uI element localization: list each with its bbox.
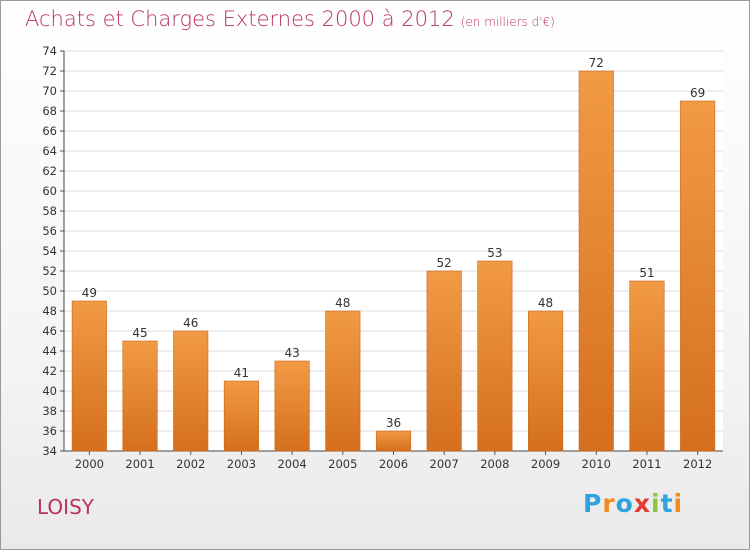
logo-letter: x xyxy=(633,489,651,518)
bar xyxy=(274,360,310,452)
bar-value-label: 48 xyxy=(538,296,553,310)
bar-value-label: 45 xyxy=(132,326,147,340)
y-tick-label: 36 xyxy=(42,424,57,438)
bar-value-label: 49 xyxy=(82,286,97,300)
y-tick-label: 46 xyxy=(42,324,57,338)
logo-letter: P xyxy=(583,489,603,518)
y-tick-label: 44 xyxy=(42,344,57,358)
data-labels: 49 45 46 41 43 48 36 52 53 48 72 51 69 xyxy=(82,56,706,430)
x-tick-label: 2008 xyxy=(480,457,509,471)
x-tick-label: 2011 xyxy=(632,457,661,471)
x-tick-label: 2004 xyxy=(277,457,306,471)
y-tick-label: 34 xyxy=(42,444,57,458)
bar xyxy=(477,260,513,452)
bar-chart: 34 36 38 40 42 44 46 48 50 52 54 56 58 60 62 64 66 68 70 72… xyxy=(42,44,723,471)
y-tick-label: 64 xyxy=(42,144,57,158)
logo-letter: r xyxy=(602,489,616,518)
x-tick-label: 2001 xyxy=(125,457,154,471)
bar-value-label: 36 xyxy=(386,416,401,430)
bar xyxy=(578,70,614,452)
bar xyxy=(528,310,564,452)
y-tick-label: 40 xyxy=(42,384,57,398)
bar-value-label: 41 xyxy=(234,366,249,380)
y-tick-label: 42 xyxy=(42,364,57,378)
bar xyxy=(629,280,665,452)
bar xyxy=(426,270,462,452)
x-tick-label: 2006 xyxy=(379,457,408,471)
y-tick-label: 62 xyxy=(42,164,57,178)
x-tick-label: 2007 xyxy=(430,457,459,471)
bar-value-label: 52 xyxy=(437,256,452,270)
bar-value-label: 69 xyxy=(690,86,705,100)
bar xyxy=(173,330,209,452)
bar-value-label: 51 xyxy=(639,266,654,280)
bar-value-label: 53 xyxy=(487,246,502,260)
y-tick-label: 38 xyxy=(42,404,57,418)
y-tick-label: 56 xyxy=(42,224,57,238)
bar xyxy=(223,380,259,452)
bar xyxy=(71,300,107,452)
x-tick-label: 2009 xyxy=(531,457,560,471)
x-tick-label: 2012 xyxy=(683,457,712,471)
bar-value-label: 43 xyxy=(284,346,299,360)
y-tick-label: 52 xyxy=(42,264,57,278)
bar-value-label: 48 xyxy=(335,296,350,310)
y-tick-label: 48 xyxy=(42,304,57,318)
bar-value-label: 72 xyxy=(589,56,604,70)
title-text: Achats et Charges Externes 2000 à 2012 xyxy=(25,7,455,31)
y-tick-label: 68 xyxy=(42,104,57,118)
bar xyxy=(375,430,412,452)
axes: 34 36 38 40 42 44 46 48 50 52 54 56 58 60 62 64 66 68 70 72… xyxy=(42,44,723,471)
y-tick-label: 74 xyxy=(42,44,57,58)
x-tick-label: 2005 xyxy=(328,457,357,471)
logo-letter: i xyxy=(651,489,661,518)
commune-name: LOISY xyxy=(37,495,94,519)
proxiti-logo[interactable]: Proxiti xyxy=(583,489,683,518)
logo-letter: t xyxy=(660,489,674,518)
y-tick-label: 60 xyxy=(42,184,57,198)
x-tick-label: 2000 xyxy=(75,457,104,471)
title-unit: (en milliers d'€) xyxy=(460,15,555,29)
x-tick-label: 2010 xyxy=(582,457,611,471)
bar xyxy=(325,310,361,452)
y-tick-label: 50 xyxy=(42,284,57,298)
x-tick-label: 2003 xyxy=(227,457,256,471)
chart-title: Achats et Charges Externes 2000 à 2012 (e… xyxy=(25,7,555,31)
y-tick-label: 66 xyxy=(42,124,57,138)
grid xyxy=(64,50,723,452)
y-tick-label: 70 xyxy=(42,84,57,98)
logo-letter: i xyxy=(673,489,684,518)
bar-value-label: 46 xyxy=(183,316,198,330)
y-tick-label: 58 xyxy=(42,204,57,218)
y-tick-label: 72 xyxy=(42,64,57,78)
bar xyxy=(680,100,716,452)
logo-letter: o xyxy=(615,489,634,518)
bars xyxy=(71,70,716,452)
y-tick-label: 54 xyxy=(42,244,57,258)
bar xyxy=(122,340,158,452)
x-tick-label: 2002 xyxy=(176,457,205,471)
